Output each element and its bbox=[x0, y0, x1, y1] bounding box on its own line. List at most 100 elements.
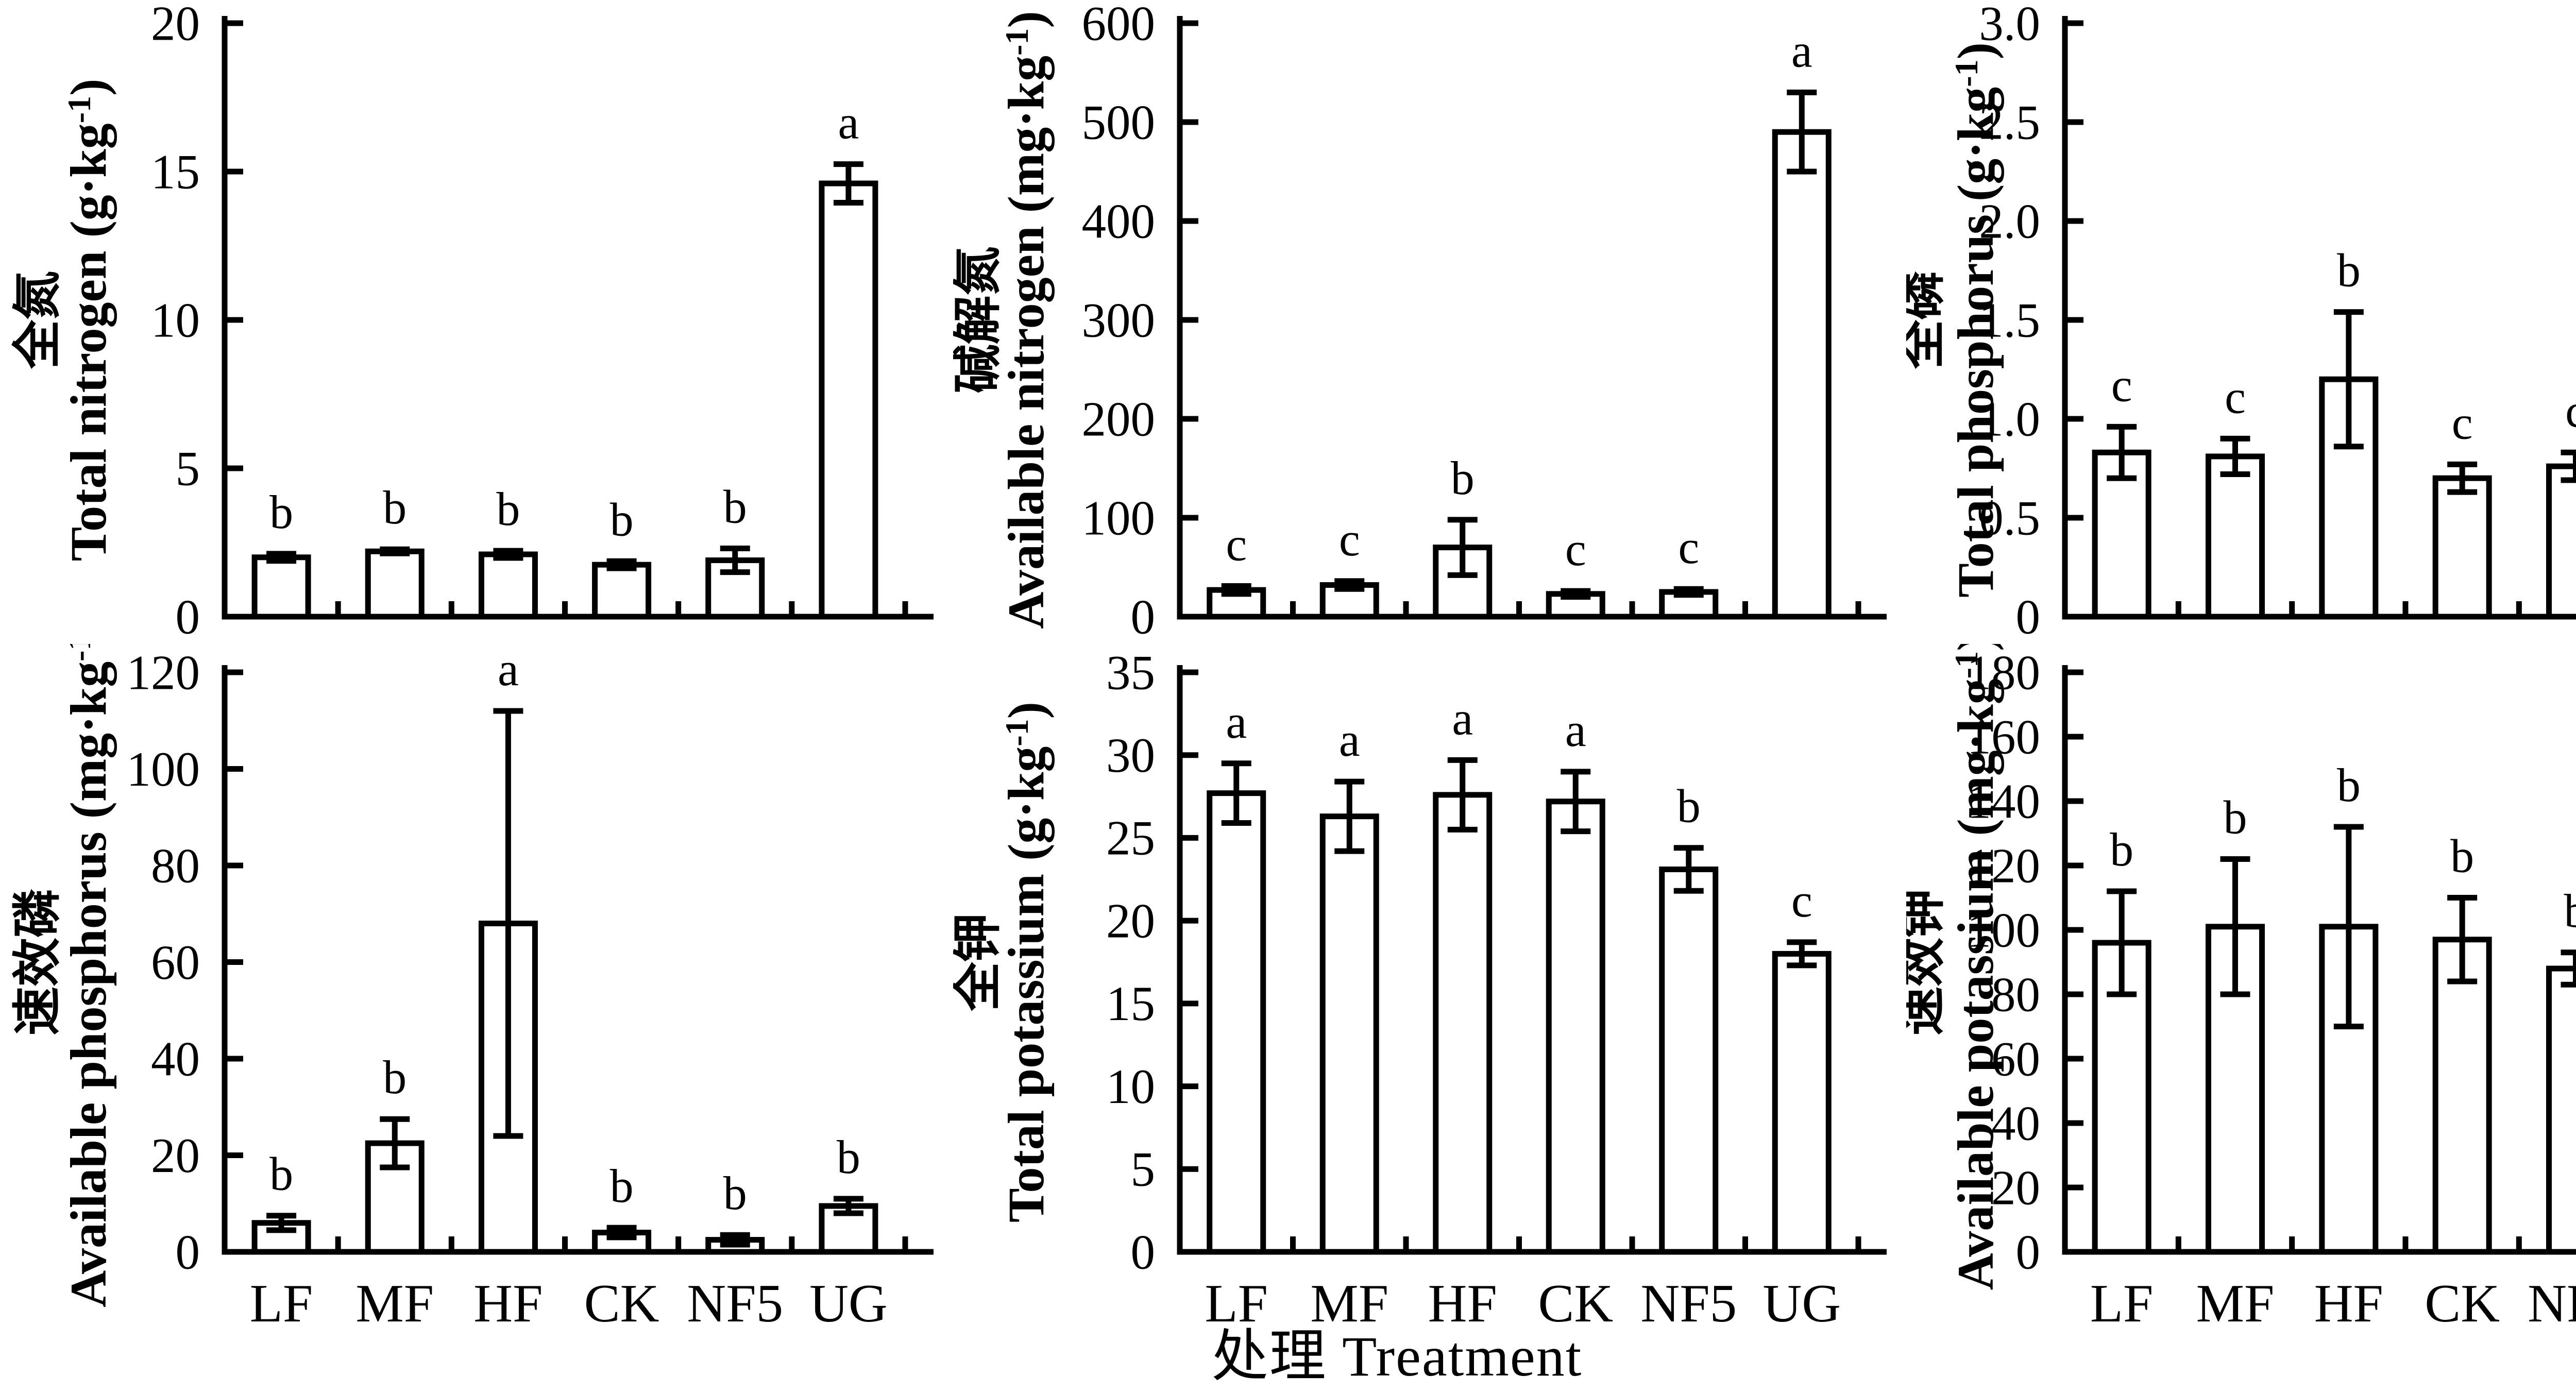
error-bar-NF5 bbox=[720, 1232, 750, 1248]
axis-frame bbox=[2062, 665, 2576, 1255]
category-label: MF bbox=[355, 1273, 434, 1333]
y-tick-label: 120 bbox=[1967, 838, 2041, 893]
error-bar-HF bbox=[493, 708, 523, 1139]
category-label: UG bbox=[809, 1273, 888, 1333]
y-tick-label: 500 bbox=[1082, 95, 1156, 149]
y-tick-label: 15 bbox=[151, 144, 200, 199]
y-tick-label: 80 bbox=[151, 838, 200, 893]
error-bar-CK bbox=[606, 558, 637, 571]
y-axis-label-en: Total phosphorus (g·kg-1) bbox=[1947, 42, 2004, 598]
y-tick-label: 80 bbox=[1991, 967, 2040, 1022]
chart-total-phosphorus: 00.51.01.52.02.53.0ccbcca全磷Total phospho… bbox=[1906, 0, 2576, 644]
error-bar-UG bbox=[833, 1196, 863, 1216]
y-tick-label: 1.0 bbox=[1979, 392, 2040, 446]
category-label: MF bbox=[2196, 1273, 2275, 1333]
y-tick-label: 0 bbox=[2016, 1225, 2041, 1279]
significance-letter: b bbox=[2450, 830, 2474, 882]
category-label: LF bbox=[2090, 1273, 2154, 1333]
bar-LF bbox=[2092, 449, 2151, 620]
chart-svg-available-phosphorus: 0 20 40 60 80 100 120 b LF b MF a HF b CK b NF5 b UG 速效磷Ava… bbox=[10, 644, 934, 1333]
y-tick-label: 20 bbox=[1106, 893, 1155, 948]
error-bar-UG bbox=[1787, 89, 1817, 175]
category-label: LF bbox=[1205, 1273, 1268, 1333]
bar-CK bbox=[1546, 799, 1605, 1255]
chart-svg-total-phosphorus: 00.51.01.52.02.53.0ccbcca全磷Total phospho… bbox=[1906, 0, 2576, 644]
significance-letter: a bbox=[1791, 24, 1812, 77]
error-bar-MF bbox=[1334, 778, 1365, 854]
bar-MF bbox=[1319, 813, 1379, 1255]
y-axis-label-en: Total potassium (g·kg-1) bbox=[997, 702, 1055, 1223]
y-tick-label: 15 bbox=[1106, 976, 1155, 1031]
significance-letter: b bbox=[723, 481, 747, 533]
bar-LF bbox=[1207, 790, 1266, 1255]
y-axis-label-cn: 全钾 bbox=[953, 913, 1005, 1011]
error-bar-MF bbox=[380, 546, 410, 556]
error-bar-LF bbox=[2107, 888, 2137, 997]
y-axis-label-cn: 速效钾 bbox=[1906, 889, 1949, 1035]
bar-CK bbox=[2432, 937, 2492, 1255]
error-bar-CK bbox=[606, 1225, 637, 1241]
significance-letter: b bbox=[2337, 244, 2361, 297]
error-bar-UG bbox=[1787, 939, 1817, 969]
significance-letter: a bbox=[838, 96, 859, 149]
bar-NF5 bbox=[2546, 965, 2576, 1255]
significance-letter: b bbox=[2224, 791, 2247, 844]
error-bar-NF5 bbox=[1673, 845, 1704, 894]
error-bar-NF5 bbox=[1673, 586, 1704, 598]
y-tick-label: 600 bbox=[1082, 0, 1156, 50]
y-tick-label: 180 bbox=[1967, 645, 2041, 700]
error-bar-CK bbox=[2447, 895, 2478, 984]
y-tick-label: 3.0 bbox=[1979, 0, 2040, 50]
significance-letter: a bbox=[1565, 704, 1586, 756]
error-bar-LF bbox=[266, 551, 297, 564]
significance-letter: b bbox=[1677, 780, 1701, 833]
significance-letter: b bbox=[610, 493, 634, 546]
y-axis-label-cn: 全磷 bbox=[1906, 271, 1949, 369]
significance-letter: b bbox=[1451, 452, 1475, 504]
error-bar-MF bbox=[380, 1116, 410, 1170]
category-label: LF bbox=[250, 1273, 313, 1333]
y-tick-label: 10 bbox=[1106, 1059, 1155, 1114]
y-tick-label: 0 bbox=[176, 1225, 200, 1279]
y-tick-label: 30 bbox=[1106, 728, 1155, 783]
y-tick-label: 100 bbox=[1082, 490, 1156, 545]
y-tick-label: 100 bbox=[1967, 903, 2041, 957]
y-tick-label: 0 bbox=[2016, 589, 2041, 644]
error-bar-HF bbox=[1447, 517, 1478, 578]
error-bar-MF bbox=[2220, 856, 2250, 997]
significance-letter: b bbox=[383, 1051, 406, 1104]
bar-MF bbox=[365, 548, 425, 620]
error-bar-MF bbox=[1334, 578, 1365, 592]
significance-letter: a bbox=[1452, 692, 1473, 744]
category-label: HF bbox=[473, 1273, 543, 1333]
category-label: MF bbox=[1310, 1273, 1388, 1333]
bar-UG bbox=[1772, 950, 1832, 1255]
y-tick-label: 120 bbox=[127, 645, 200, 700]
y-tick-label: 100 bbox=[127, 742, 200, 796]
y-tick-label: 5 bbox=[176, 441, 200, 496]
significance-letter: b bbox=[2564, 885, 2576, 937]
y-tick-label: 400 bbox=[1082, 194, 1156, 248]
error-bar-HF bbox=[493, 548, 523, 561]
y-tick-label: 0 bbox=[1131, 589, 1156, 644]
y-tick-label: 160 bbox=[1967, 709, 2041, 764]
category-label: NF5 bbox=[2528, 1273, 2576, 1333]
significance-letter: c bbox=[2225, 370, 2246, 423]
error-bar-LF bbox=[266, 1213, 297, 1233]
y-tick-label: 1.5 bbox=[1979, 293, 2040, 347]
significance-letter: b bbox=[837, 1131, 860, 1183]
significance-letter: c bbox=[2111, 359, 2132, 411]
significance-letter: b bbox=[2110, 823, 2133, 876]
y-axis-label-en: Available potassium (mg·kg-1) bbox=[1947, 644, 2004, 1290]
category-label: NF5 bbox=[687, 1273, 783, 1333]
y-tick-label: 5 bbox=[1131, 1142, 1156, 1197]
category-label: CK bbox=[1538, 1273, 1613, 1333]
y-tick-label: 0.5 bbox=[1979, 490, 2040, 545]
y-tick-label: 35 bbox=[1106, 645, 1155, 700]
error-bar-CK bbox=[2447, 461, 2478, 495]
chart-available-nitrogen: 0 100 200 300 400 500 600 c c b c c a 碱解氮 Available ni… bbox=[953, 0, 1906, 644]
error-bar-CK bbox=[1561, 769, 1591, 835]
significance-letter: b bbox=[269, 486, 293, 538]
